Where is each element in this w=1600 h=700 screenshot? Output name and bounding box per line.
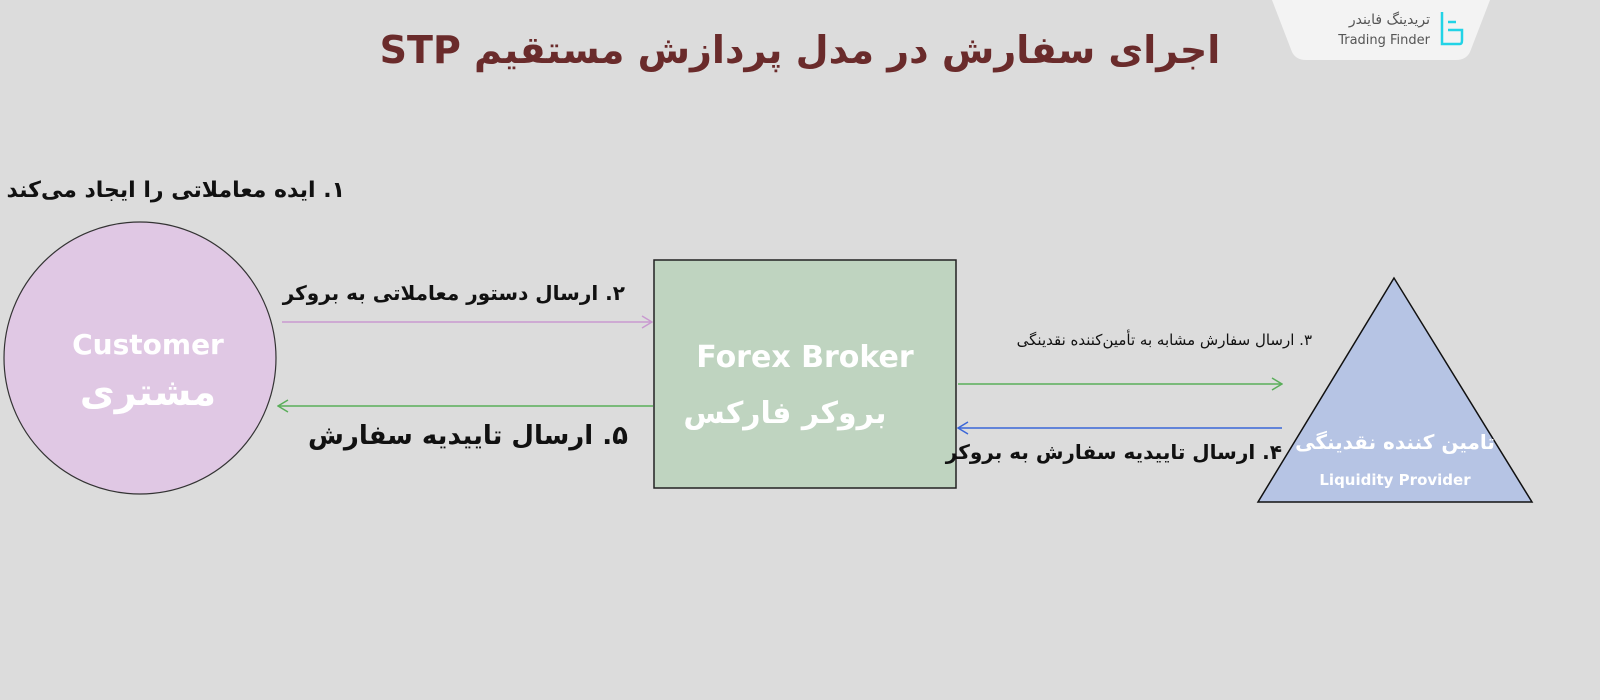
page-title: اجرای سفارش در مدل پردازش مستقیم STP [379, 28, 1221, 72]
step-3-label: ۳. ارسال سفارش مشابه به تأمین‌کننده نقدی… [1016, 331, 1312, 349]
logo-text-fa: تریدینگ فایندر [1348, 12, 1430, 28]
provider-triangle [1256, 276, 1534, 503]
provider-label-en: Liquidity Provider [1319, 471, 1471, 489]
customer-label-fa: مشتری [79, 370, 217, 414]
broker-box [653, 259, 957, 489]
broker-label-fa: بروکر فارکس [683, 396, 887, 431]
customer-circle [3, 221, 277, 495]
provider-label-fa: تامین کننده نقدینگی [1295, 430, 1495, 454]
logo-text-en: Trading Finder [1338, 33, 1430, 48]
step-1-label: ۱. ایده معاملاتی را ایجاد می‌کند [6, 178, 345, 203]
trading-finder-logo-icon [1440, 12, 1464, 46]
logo-card [1272, 0, 1490, 60]
broker-label-en: Forex Broker [696, 340, 914, 375]
customer-label-en: Customer [72, 328, 224, 361]
step-4-label: ۴. ارسال تاییدیه سفارش به بروکر [945, 440, 1282, 464]
step-2-label: ۲. ارسال دستور معاملاتی به بروکر [282, 281, 625, 305]
step-5-label: ۵. ارسال تاییدیه سفارش [307, 421, 628, 451]
